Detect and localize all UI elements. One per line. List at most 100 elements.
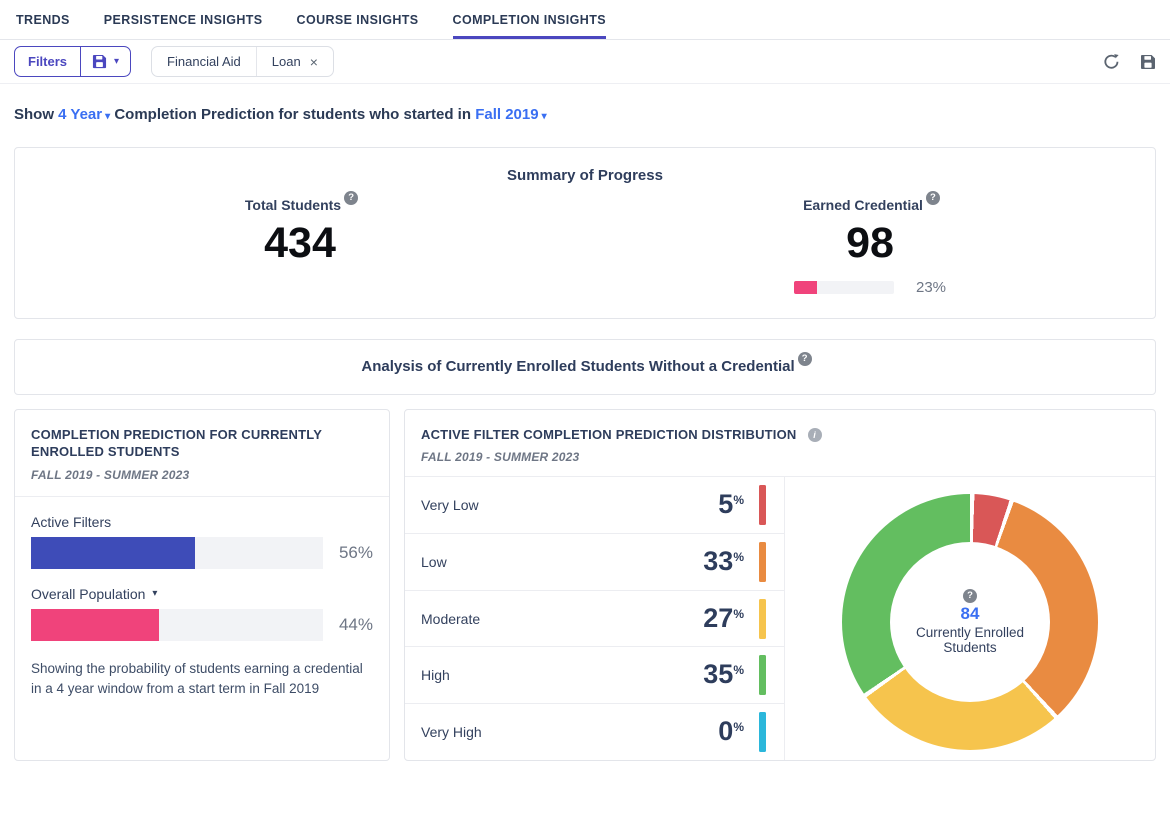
period-value: 4 Year [58,106,103,123]
remove-filter-icon[interactable]: × [309,53,318,70]
percent-sign: % [733,493,744,508]
percent-sign: % [733,606,744,621]
summary-columns: Total Students? 434 Earned Credential? 9… [15,190,1155,297]
chevron-down-icon: ▾ [152,587,158,599]
row-value: 5 [718,489,734,520]
bar-label-text: Active Filters [31,513,112,530]
filter-bar-actions [1103,53,1156,70]
period-dropdown[interactable]: 4 Year ▾ [58,106,110,123]
help-icon[interactable]: ? [963,588,977,603]
filters-button[interactable]: Filters [15,47,82,76]
earned-credential-percent: 23% [915,279,947,297]
summary-title: Summary of Progress [507,167,663,184]
view-selector-line: Show 4 Year ▾ Completion Prediction for s… [0,84,1170,123]
percent-sign: % [733,720,744,735]
distribution-row-low: Low 33% [405,533,784,590]
filter-chip-loan[interactable]: Loan × [255,47,333,76]
filter-chip-financial-aid[interactable]: Financial Aid [152,47,256,76]
earned-credential-progress: 23% [793,279,947,297]
info-icon[interactable]: i [807,427,822,442]
bar-track [31,536,323,569]
row-label: Very High [421,723,482,740]
high-color-tick [759,655,766,696]
summary-of-progress-card: Summary of Progress Total Students? 434 … [14,147,1156,320]
filters-button-group: Filters ▾ [14,46,132,77]
save-filter-set-button[interactable]: ▾ [81,47,130,76]
chevron-down-icon: ▾ [105,111,111,122]
tab-trends[interactable]: TRENDS [16,12,70,27]
divider [15,495,389,497]
help-icon[interactable]: ? [344,190,359,205]
chevron-down-icon: ▾ [541,111,547,122]
save-view-button[interactable] [1140,54,1156,70]
show-label: Show [14,106,54,123]
tab-course-insights[interactable]: COURSE INSIGHTS [296,12,419,27]
bar-label-text: Overall Population [31,585,146,602]
row-value: 35 [703,659,734,690]
tab-bar: TRENDS PERSISTENCE INSIGHTS COURSE INSIG… [0,0,1170,40]
distribution-row-moderate: Moderate 27% [405,589,784,647]
percent-sign: % [733,663,744,678]
analysis-panels: COMPLETION PREDICTION FOR CURRENTLY ENRO… [0,408,1170,761]
total-students-metric: Total Students? 434 [15,190,585,296]
analysis-title: Analysis of Currently Enrolled Students … [361,358,795,376]
row-value: 27 [703,602,734,633]
distribution-row-very-low: Very Low 5% [405,477,784,533]
prediction-card-title: COMPLETION PREDICTION FOR CURRENTLY ENRO… [31,426,322,460]
tab-completion-insights[interactable]: COMPLETION INSIGHTS [452,0,606,39]
distribution-table: Very Low 5% Low 33% Moderate 27% High 35… [405,477,785,760]
bar-fill [31,536,195,569]
refresh-icon [1103,53,1120,70]
prediction-description: Showing the probability of students earn… [31,660,363,697]
earned-credential-value: 98 [846,219,894,267]
distribution-card-header: ACTIVE FILTER COMPLETION PREDICTION DIST… [405,410,1155,477]
moderate-color-tick [759,598,766,639]
overall-population-percent: 44% [338,614,373,634]
save-icon [1140,54,1156,70]
donut-center: ? 84 Currently Enrolled Students [890,541,1050,702]
percent-sign: % [733,550,744,565]
overall-population-dropdown[interactable]: Overall Population ▾ [31,586,373,602]
row-label: Low [421,553,447,570]
term-dropdown[interactable]: Fall 2019 ▾ [475,106,546,123]
tab-persistence-insights[interactable]: PERSISTENCE INSIGHTS [103,12,263,27]
donut-column: ? 84 Currently Enrolled Students [785,477,1155,759]
distribution-card: ACTIVE FILTER COMPLETION PREDICTION DIST… [404,408,1156,761]
bar-fill [31,608,160,641]
term-value: Fall 2019 [475,106,539,123]
very-high-color-tick [759,711,766,752]
progress-fill [793,281,817,295]
filter-bar: Filters ▾ Financial Aid Loan × [0,40,1170,84]
total-students-label: Total Students [244,197,342,213]
active-filter-chips: Financial Aid Loan × [151,46,334,77]
prediction-card-subtitle: FALL 2019 - SUMMER 2023 [31,467,190,482]
chevron-down-icon: ▾ [114,55,120,67]
row-label: Very Low [421,497,479,514]
earned-credential-metric: Earned Credential? 98 23% [585,190,1155,297]
distribution-card-title: ACTIVE FILTER COMPLETION PREDICTION DIST… [421,426,797,442]
refresh-button[interactable] [1103,53,1120,70]
donut-center-label: Currently Enrolled Students [915,624,1025,655]
earned-credential-label: Earned Credential [803,197,923,213]
row-label: Moderate [421,610,481,627]
analysis-section-header: Analysis of Currently Enrolled Students … [14,339,1156,395]
completion-prediction-card: COMPLETION PREDICTION FOR CURRENTLY ENRO… [14,408,390,761]
overall-population-bar: 44% [31,608,373,641]
active-filters-percent: 56% [338,542,373,562]
filter-chip-label: Financial Aid [167,54,241,69]
save-filter-icon [92,54,107,69]
distribution-card-subtitle: FALL 2019 - SUMMER 2023 [421,450,580,465]
filter-chip-label: Loan [271,54,301,69]
total-students-value: 434 [264,219,336,267]
distribution-card-body: Very Low 5% Low 33% Moderate 27% High 35… [405,476,1155,760]
help-icon[interactable]: ? [925,190,940,205]
help-icon[interactable]: ? [797,351,812,366]
donut-center-value: 84 [960,603,980,623]
very-low-color-tick [759,485,766,526]
progress-track [793,281,894,295]
active-filters-bar: 56% [31,536,373,569]
row-label: High [421,667,450,684]
row-value: 33 [703,546,734,577]
active-filters-bar-label: Active Filters [31,514,373,530]
donut-chart: ? 84 Currently Enrolled Students [842,493,1098,750]
